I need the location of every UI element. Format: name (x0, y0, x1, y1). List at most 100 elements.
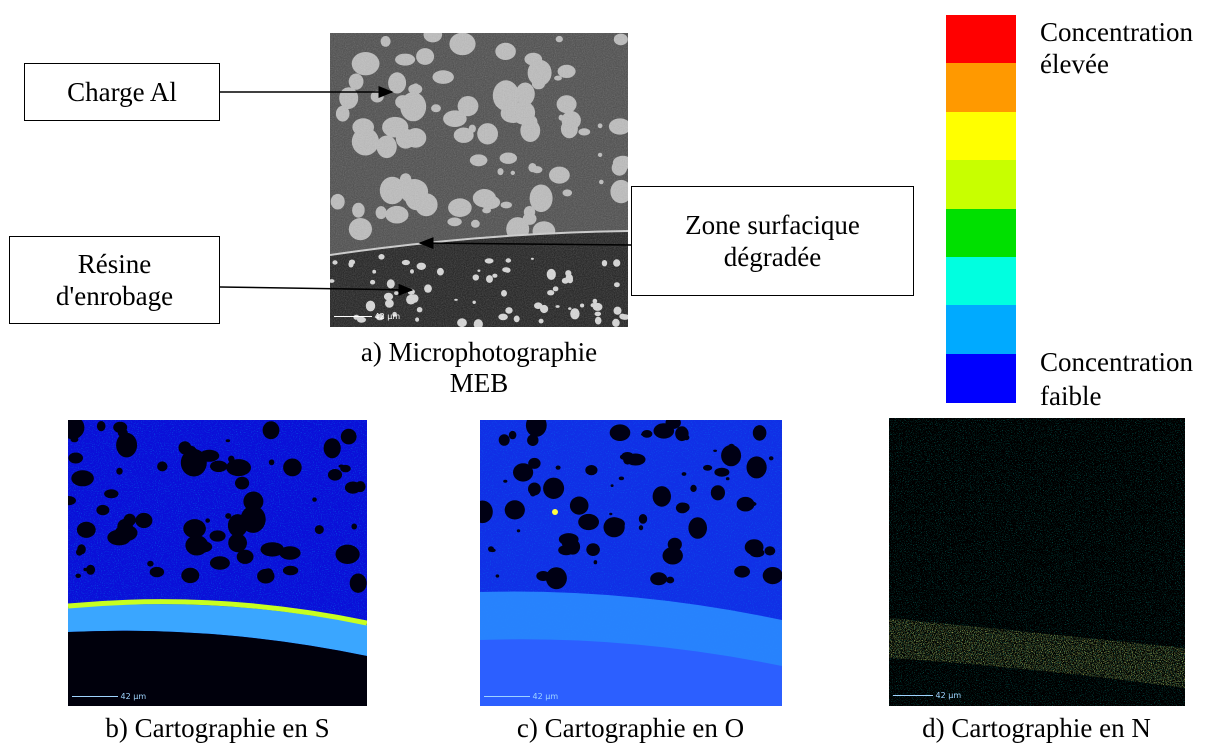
legend-swatch (946, 353, 1016, 403)
texture-blob (508, 430, 517, 440)
texture-blob (149, 566, 165, 578)
texture-blob (349, 573, 367, 593)
texture-blob (279, 546, 301, 560)
legend-swatch (946, 160, 1016, 209)
texture-blob (116, 432, 138, 458)
texture-blob (555, 465, 561, 470)
texture-blob (746, 456, 767, 479)
texture-blob (565, 539, 581, 555)
texture-blob (683, 434, 690, 441)
texture-blob (351, 523, 358, 530)
texture-blob (504, 500, 525, 520)
caption-a-line2: MEB (449, 368, 509, 398)
legend-swatch (946, 111, 1016, 161)
sem-micrograph-texture (330, 33, 628, 327)
map-sulfur-texture (68, 420, 367, 706)
texture-blob (638, 514, 648, 524)
texture-blob (714, 467, 730, 477)
texture-blob (525, 420, 547, 437)
label-resine-line1: Résine (77, 249, 152, 279)
texture-blob (283, 458, 302, 477)
legend-low-label: Concentration faible (1040, 345, 1193, 413)
texture-blob (603, 517, 625, 538)
texture-blob (734, 565, 750, 578)
texture-blob (725, 477, 730, 481)
texture-blob (585, 465, 598, 476)
sem-micrograph: 42 µm (330, 33, 628, 327)
legend-low-line1: Concentration (1040, 347, 1193, 377)
texture-blob (665, 420, 681, 429)
legend-swatch (946, 15, 1016, 64)
legend-high-line1: Concentration (1040, 17, 1193, 47)
texture-blob (225, 439, 231, 443)
texture-blob (752, 425, 767, 441)
texture-blob (135, 512, 153, 529)
texture-blob (157, 461, 168, 472)
map-sulfur: 42 µm (68, 420, 367, 706)
texture-blob (209, 556, 230, 570)
texture-blob (678, 502, 690, 513)
texture-blob (744, 539, 764, 555)
texture-blob (545, 567, 567, 590)
texture-blob (340, 464, 351, 473)
label-resine-enrobage: Résine d'enrobage (9, 236, 220, 324)
map-nitrogen: 42 µm (889, 418, 1185, 706)
texture-blob (236, 549, 254, 564)
texture-blob (68, 420, 85, 440)
texture-blob (710, 485, 725, 501)
texture-blob (721, 444, 742, 467)
texture-blob (183, 519, 206, 539)
texture-blob (193, 541, 213, 553)
texture-blob (638, 525, 644, 531)
texture-blob (610, 484, 614, 487)
texture-blob (768, 456, 774, 461)
texture-blob (147, 560, 154, 567)
texture-blob (666, 576, 675, 584)
legend-swatch (946, 208, 1016, 258)
texture-blob (340, 428, 357, 445)
legend-low-line2: faible (1040, 381, 1102, 411)
caption-c: c) Cartographie en O (516, 713, 745, 743)
texture-blob (650, 572, 668, 586)
texture-blob (498, 434, 510, 446)
texture-blob (528, 457, 541, 469)
texture-blob (736, 496, 755, 512)
texture-blob (209, 530, 226, 542)
texture-blob (703, 464, 713, 471)
texture-blob (226, 459, 252, 477)
texture-blob (116, 467, 123, 475)
texture-blob (312, 497, 317, 502)
texture-blob (225, 513, 232, 519)
texture-blob (96, 504, 110, 516)
texture-blob (621, 452, 634, 460)
texture-blob (260, 542, 285, 557)
texture-blob (181, 567, 200, 584)
texture-blob (68, 496, 76, 506)
texture-blob (104, 489, 119, 499)
texture-blob (86, 564, 96, 575)
label-zone-degradee: Zone surfacique dégradée (631, 186, 914, 296)
texture-blob (662, 546, 683, 565)
legend-swatch (946, 256, 1016, 306)
texture-blob (282, 565, 299, 576)
texture-blob (593, 560, 598, 565)
sem-scale-bar: 42 µm (334, 312, 400, 321)
texture-blob (323, 438, 341, 459)
texture-blob (355, 481, 366, 493)
texture-blob (480, 500, 493, 524)
map-oxygen-texture (480, 420, 782, 706)
label-zone-line2: dégradée (723, 242, 822, 272)
texture-blob (335, 544, 360, 564)
texture-blob (205, 518, 210, 523)
texture-blob (609, 424, 631, 441)
arrow-resine (219, 283, 414, 296)
legend-colorbar (946, 15, 1016, 403)
texture-blob (314, 525, 324, 535)
arrow-zone (418, 237, 632, 250)
texture-blob (68, 452, 83, 464)
legend-swatch (946, 305, 1016, 355)
texture-blob (76, 521, 96, 538)
texture-blob (527, 434, 539, 446)
label-charge-al-text: Charge Al (67, 77, 177, 107)
